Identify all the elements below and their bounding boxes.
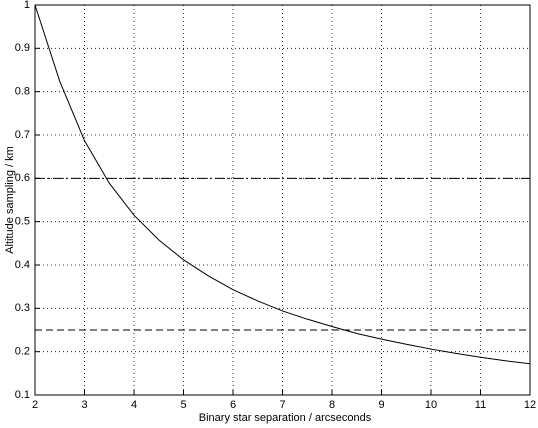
data-line: [34, 4, 531, 365]
x-tick-label: 10: [425, 399, 437, 411]
plot-area: [34, 4, 531, 396]
x-tick-label: 5: [180, 399, 186, 411]
y-tick-label: 0.2: [15, 346, 30, 358]
y-tick-label: 0.1: [15, 389, 30, 401]
y-tick-label: 0.7: [15, 129, 30, 141]
x-tick-label: 9: [378, 399, 384, 411]
y-tick-label: 0.3: [15, 302, 30, 314]
x-tick-label: 11: [475, 399, 486, 411]
x-tick-label: 8: [329, 399, 335, 411]
x-tick-label: 7: [279, 399, 285, 411]
y-tick-label: 0.5: [15, 216, 30, 228]
x-tick-label: 3: [81, 399, 87, 411]
y-tick-label: 0.4: [15, 259, 30, 271]
y-tick-label: 0.6: [15, 172, 30, 184]
y-tick-label: 0.9: [15, 42, 30, 54]
y-axis-label: Altitude sampling / km: [4, 146, 16, 254]
x-tick-label: 6: [230, 399, 236, 411]
x-tick-label: 4: [131, 399, 137, 411]
x-axis-label: Binary star separation / arcseconds: [199, 412, 372, 424]
y-tick-label: 0.8: [15, 86, 30, 98]
y-tick-label: 1: [24, 0, 30, 11]
x-tick-label: 12: [524, 399, 536, 411]
x-tick-label: 2: [32, 399, 38, 411]
